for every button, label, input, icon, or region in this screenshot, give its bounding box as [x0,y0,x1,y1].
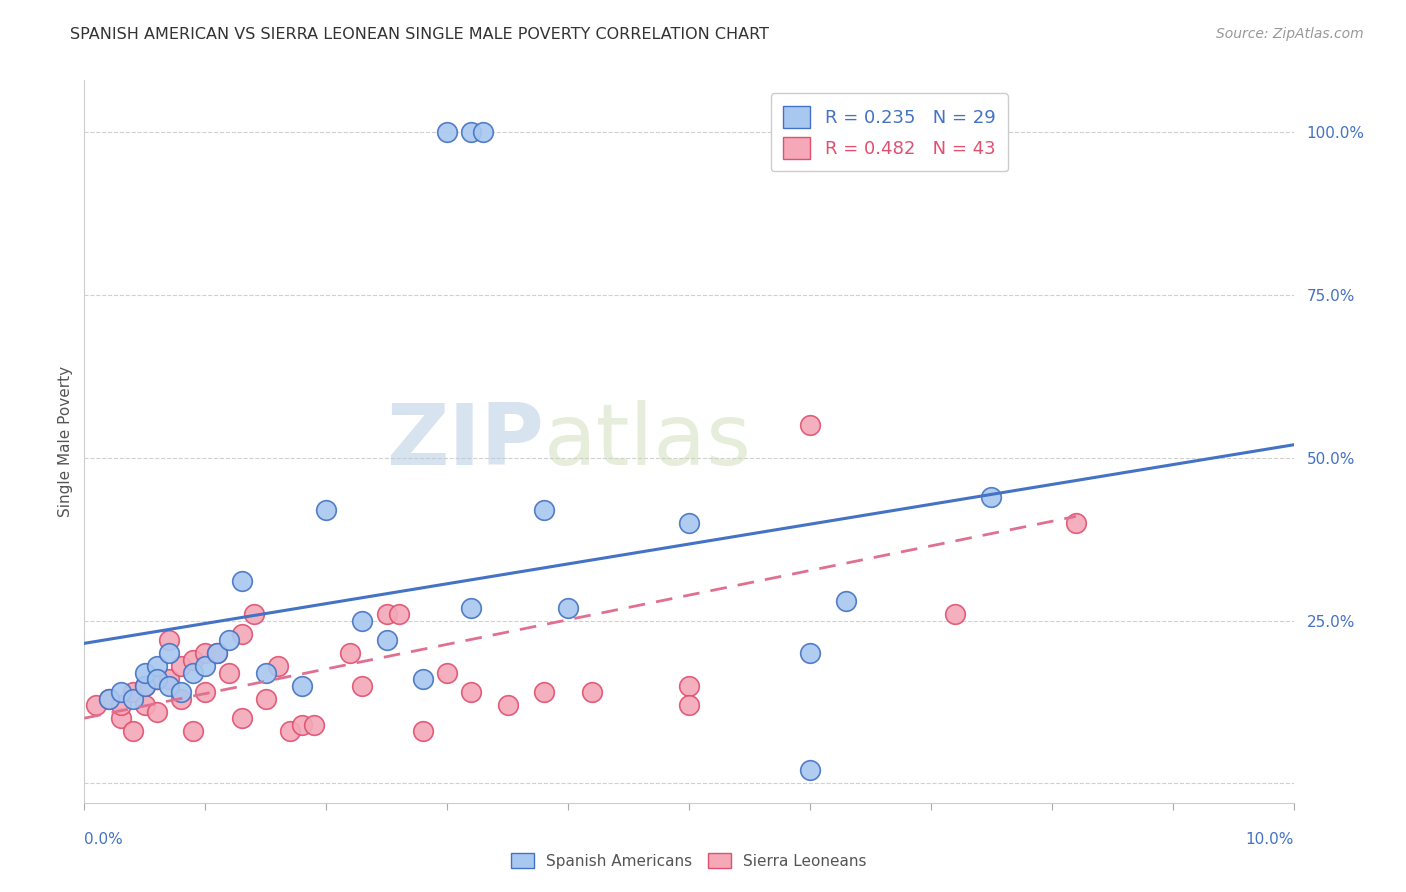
Point [181,724,204,739]
Point [678,698,700,713]
Point [352,614,374,628]
Point [1064,516,1087,530]
Point [121,724,143,739]
Point [134,665,156,680]
Point [121,685,143,699]
Point [412,724,434,739]
Point [291,717,314,731]
Point [157,646,180,660]
Point [267,659,290,673]
Point [980,490,1002,504]
Point [557,600,579,615]
Point [134,679,156,693]
Point [254,665,277,680]
Point [799,418,821,433]
Point [799,646,821,660]
Point [170,659,193,673]
Point [146,705,169,719]
Point [799,764,821,778]
Point [231,626,253,640]
Point [460,600,482,615]
Point [157,679,180,693]
Point [496,698,519,713]
Point [375,633,398,648]
Point [97,691,120,706]
Point [581,685,603,699]
Point [302,717,325,731]
Point [207,646,229,660]
Point [86,698,108,713]
Point [157,672,180,686]
Point [121,691,143,706]
Point [678,516,700,530]
Point [207,646,229,660]
Point [170,691,193,706]
Point [472,125,495,139]
Point [146,672,169,686]
Point [436,125,458,139]
Point [97,691,120,706]
Point [943,607,966,621]
Point [218,665,240,680]
Point [231,711,253,725]
Point [146,659,169,673]
Point [110,711,132,725]
Point [835,594,858,608]
Text: 0.0%: 0.0% [84,831,124,847]
Point [460,125,482,139]
Text: ZIP: ZIP [387,400,544,483]
Point [436,665,458,680]
Point [157,633,180,648]
Point [181,652,204,666]
Point [375,607,398,621]
Point [412,672,434,686]
Point [388,607,411,621]
Point [146,672,169,686]
Point [460,685,482,699]
Legend: Spanish Americans, Sierra Leoneans: Spanish Americans, Sierra Leoneans [505,847,873,875]
Text: SPANISH AMERICAN VS SIERRA LEONEAN SINGLE MALE POVERTY CORRELATION CHART: SPANISH AMERICAN VS SIERRA LEONEAN SINGL… [70,27,769,42]
Text: atlas: atlas [544,400,752,483]
Point [181,665,204,680]
Y-axis label: Single Male Poverty: Single Male Poverty [58,366,73,517]
Point [194,659,217,673]
Point [278,724,301,739]
Text: 10.0%: 10.0% [1246,831,1294,847]
Point [315,503,337,517]
Point [218,633,240,648]
Point [291,679,314,693]
Point [533,685,555,699]
Point [194,646,217,660]
Point [231,574,253,589]
Point [352,679,374,693]
Point [194,685,217,699]
Point [254,691,277,706]
Point [110,698,132,713]
Point [134,698,156,713]
Point [242,607,264,621]
Point [678,679,700,693]
Text: Source: ZipAtlas.com: Source: ZipAtlas.com [1216,27,1364,41]
Point [533,503,555,517]
Point [110,685,132,699]
Point [339,646,361,660]
Point [134,679,156,693]
Point [170,685,193,699]
